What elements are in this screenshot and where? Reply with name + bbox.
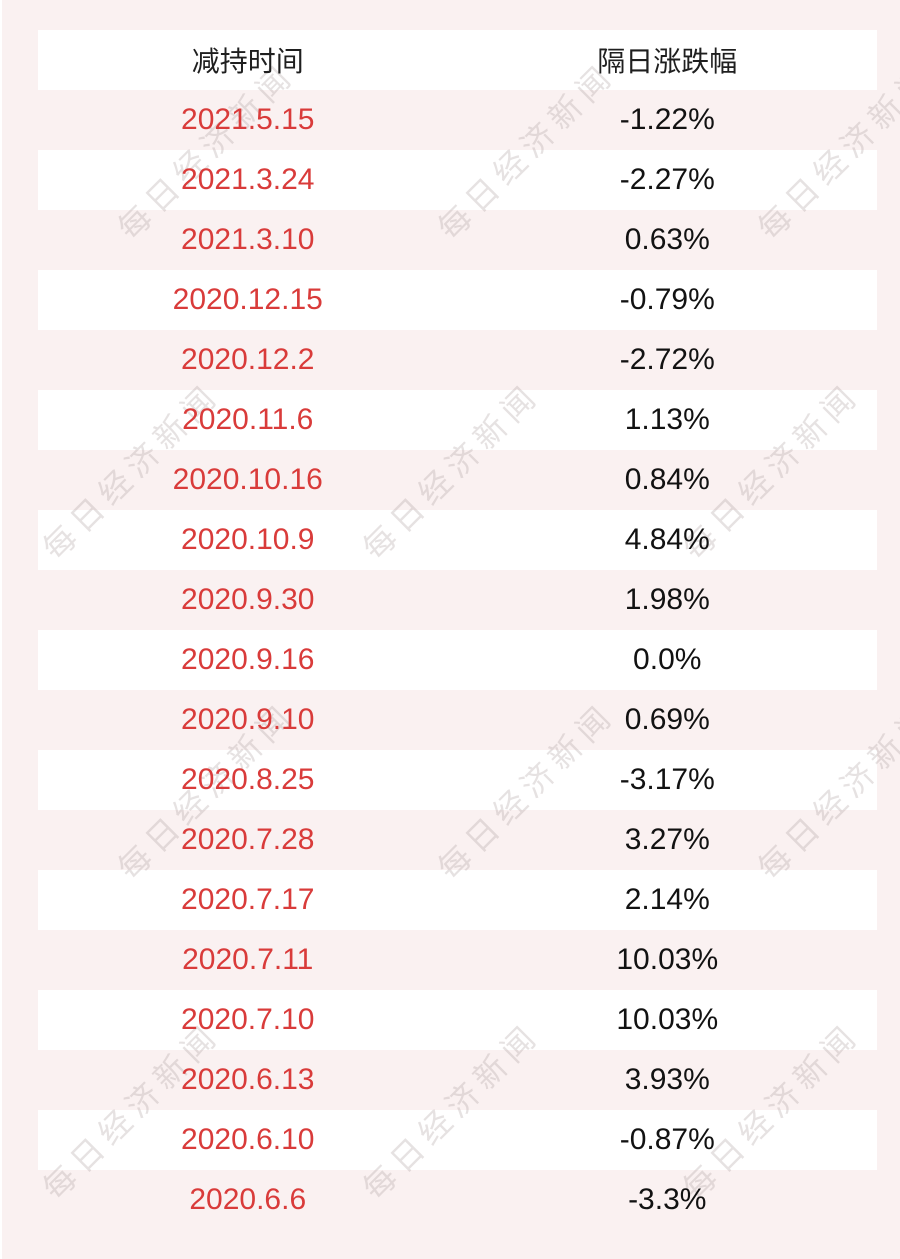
next-day-change: 10.03%: [616, 1003, 719, 1036]
next-day-change: 1.98%: [624, 583, 710, 616]
reduction-date: 2020.8.25: [181, 763, 315, 796]
reduction-date: 2020.10.9: [181, 523, 315, 556]
table-row: 2020.9.30 1.98%: [38, 570, 877, 630]
reduction-date: 2020.12.2: [181, 343, 315, 376]
reduction-date: 2020.9.16: [181, 643, 315, 676]
table-row: 2020.8.25 -3.17%: [38, 750, 877, 810]
table-row: 2020.7.11 10.03%: [38, 930, 877, 990]
table-row: 2020.7.28 3.27%: [38, 810, 877, 870]
table-row: 2021.5.15 -1.22%: [38, 90, 877, 150]
reduction-date: 2020.10.16: [172, 463, 323, 496]
next-day-change: 4.84%: [624, 523, 710, 556]
table-row: 2020.6.10 -0.87%: [38, 1110, 877, 1170]
next-day-change: 2.14%: [624, 883, 710, 916]
table-row: 2020.10.16 0.84%: [38, 450, 877, 510]
reduction-date: 2021.3.10: [181, 223, 315, 256]
next-day-change: 0.84%: [624, 463, 710, 496]
reduction-date: 2020.7.17: [181, 883, 315, 916]
next-day-change: -2.27%: [619, 163, 715, 196]
reduction-date: 2020.9.30: [181, 583, 315, 616]
next-day-change: -0.87%: [619, 1123, 715, 1156]
table-row: 2020.9.16 0.0%: [38, 630, 877, 690]
reduction-date: 2020.6.10: [181, 1123, 315, 1156]
next-day-change: 0.63%: [624, 223, 710, 256]
reduction-date: 2020.7.10: [181, 1003, 315, 1036]
table-row: 2021.3.10 0.63%: [38, 210, 877, 270]
table-row: 2020.6.13 3.93%: [38, 1050, 877, 1110]
table-row: 2020.7.10 10.03%: [38, 990, 877, 1050]
next-day-change: 0.0%: [633, 643, 702, 676]
table-row: 2020.7.17 2.14%: [38, 870, 877, 930]
table-row: 2020.10.9 4.84%: [38, 510, 877, 570]
table-row: 2020.12.2 -2.72%: [38, 330, 877, 390]
table-header-row: 减持时间 隔日涨跌幅: [38, 30, 877, 90]
table-row: 2020.11.6 1.13%: [38, 390, 877, 450]
reduction-table: 减持时间 隔日涨跌幅 2021.5.15 -1.22% 2021.3.24 -2…: [38, 30, 877, 1230]
next-day-change: 10.03%: [616, 943, 719, 976]
next-day-change: 3.93%: [624, 1063, 710, 1096]
next-day-change: 0.69%: [624, 703, 710, 736]
reduction-date: 2020.11.6: [182, 403, 314, 436]
table-row: 2020.6.6 -3.3%: [38, 1170, 877, 1230]
next-day-change: 3.27%: [624, 823, 710, 856]
next-day-change: -0.79%: [619, 283, 715, 316]
next-day-change: 1.13%: [624, 403, 710, 436]
table-row: 2021.3.24 -2.27%: [38, 150, 877, 210]
next-day-change: -3.17%: [619, 763, 715, 796]
column-header-reduction-time: 减持时间: [191, 46, 304, 77]
reduction-date: 2020.9.10: [181, 703, 315, 736]
reduction-date: 2020.7.28: [181, 823, 315, 856]
reduction-date: 2020.7.11: [182, 943, 314, 976]
table-row: 2020.9.10 0.69%: [38, 690, 877, 750]
next-day-change: -3.3%: [628, 1183, 707, 1216]
table-row: 2020.12.15 -0.79%: [38, 270, 877, 330]
reduction-date: 2020.12.15: [172, 283, 323, 316]
next-day-change: -2.72%: [619, 343, 715, 376]
column-header-next-day-change: 隔日涨跌幅: [597, 46, 738, 77]
reduction-date: 2021.5.15: [181, 103, 315, 136]
reduction-date: 2020.6.13: [181, 1063, 315, 1096]
left-edge-strip: [0, 0, 2, 1259]
reduction-date: 2020.6.6: [189, 1183, 307, 1216]
reduction-date: 2021.3.24: [181, 163, 315, 196]
next-day-change: -1.22%: [619, 103, 715, 136]
